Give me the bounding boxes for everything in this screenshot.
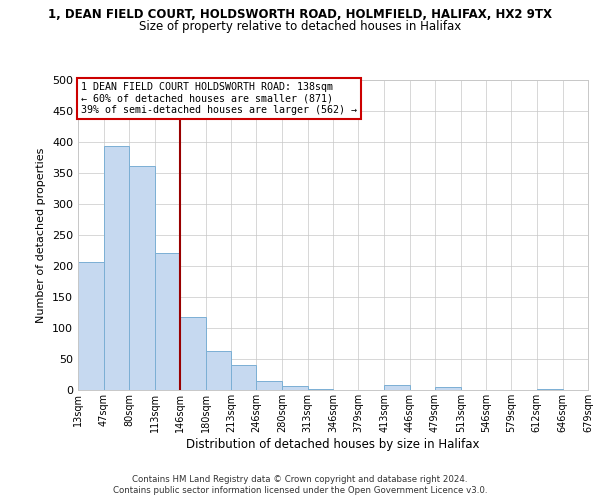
Bar (78, 262, 104, 390)
Text: 1 DEAN FIELD COURT HOLDSWORTH ROAD: 138sqm
← 60% of detached houses are smaller : 1 DEAN FIELD COURT HOLDSWORTH ROAD: 138s… (80, 82, 356, 115)
Text: Contains HM Land Registry data © Crown copyright and database right 2024.: Contains HM Land Registry data © Crown c… (132, 475, 468, 484)
Bar (283, 386, 308, 390)
Bar (180, 318, 206, 390)
Bar (385, 385, 410, 390)
Bar (435, 387, 461, 390)
Text: Contains public sector information licensed under the Open Government Licence v3: Contains public sector information licen… (113, 486, 487, 495)
Bar (104, 146, 130, 390)
Bar (256, 380, 283, 390)
Text: 1, DEAN FIELD COURT, HOLDSWORTH ROAD, HOLMFIELD, HALIFAX, HX2 9TX: 1, DEAN FIELD COURT, HOLDSWORTH ROAD, HO… (48, 8, 552, 20)
Text: Size of property relative to detached houses in Halifax: Size of property relative to detached ho… (139, 20, 461, 33)
Bar (231, 365, 256, 390)
Bar (130, 166, 155, 390)
Y-axis label: Number of detached properties: Number of detached properties (37, 148, 46, 322)
X-axis label: Distribution of detached houses by size in Halifax: Distribution of detached houses by size … (186, 438, 480, 450)
Bar (206, 351, 231, 390)
Bar (155, 253, 180, 390)
